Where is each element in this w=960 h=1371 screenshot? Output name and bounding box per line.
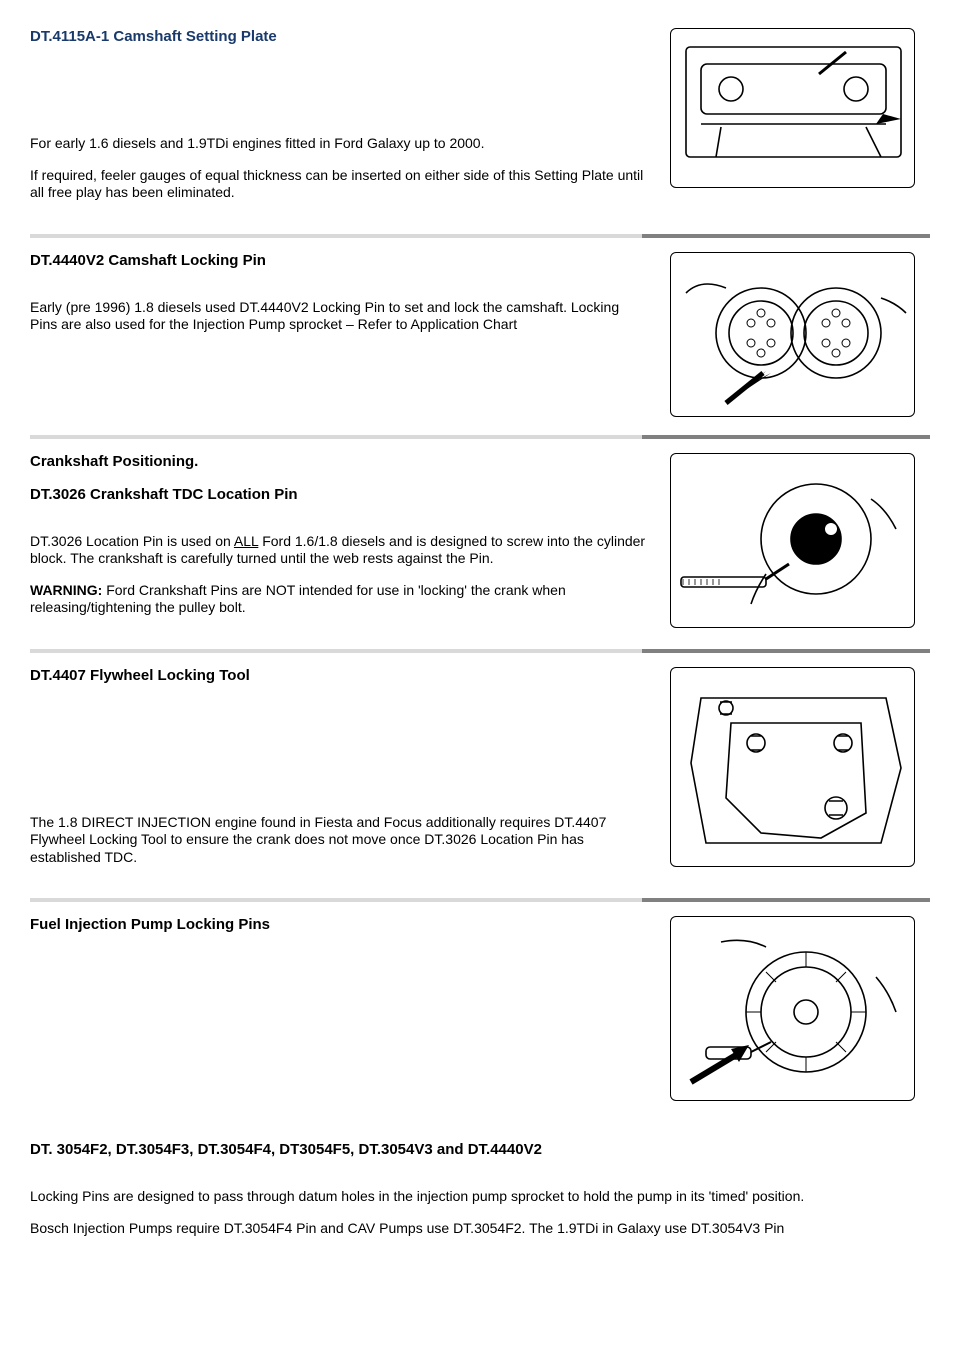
spacer bbox=[30, 51, 650, 121]
spacer bbox=[30, 1101, 930, 1141]
section-title: DT.3026 Crankshaft TDC Location Pin bbox=[30, 486, 650, 503]
section-row: Crankshaft Positioning. DT.3026 Cranksha… bbox=[30, 453, 930, 631]
section-row: Fuel Injection Pump Locking Pins bbox=[30, 916, 930, 1101]
section-title: DT.4407 Flywheel Locking Tool bbox=[30, 667, 650, 684]
warning-text: Ford Crankshaft Pins are NOT intended fo… bbox=[30, 582, 566, 616]
illustration-column bbox=[670, 667, 915, 867]
section-row: DT.4440V2 Camshaft Locking Pin Early (pr… bbox=[30, 252, 930, 417]
body-line-1: DT.3026 Location Pin is used on ALL Ford… bbox=[30, 533, 650, 568]
section-title: DT.4115A-1 Camshaft Setting Plate bbox=[30, 28, 650, 45]
illustration-tdc-pin bbox=[670, 453, 915, 628]
body-warning: WARNING: Ford Crankshaft Pins are NOT in… bbox=[30, 582, 650, 617]
section-camshaft-locking-pin: DT.4440V2 Camshaft Locking Pin Early (pr… bbox=[30, 252, 930, 417]
body-underline: ALL bbox=[234, 533, 258, 549]
illustration-flywheel-tool bbox=[670, 667, 915, 867]
body-line-1: For early 1.6 diesels and 1.9TDi engines… bbox=[30, 135, 650, 153]
text-column: DT.4440V2 Camshaft Locking Pin Early (pr… bbox=[30, 252, 650, 348]
section-subtitle: Crankshaft Positioning. bbox=[30, 453, 650, 470]
warning-label: WARNING: bbox=[30, 582, 102, 598]
body-line-1: Early (pre 1996) 1.8 diesels used DT.444… bbox=[30, 299, 650, 334]
text-column: DT.4115A-1 Camshaft Setting Plate For ea… bbox=[30, 28, 650, 216]
illustration-injection-sprocket bbox=[670, 916, 915, 1101]
spacer bbox=[30, 509, 650, 519]
divider bbox=[30, 898, 930, 902]
section-flywheel-locking-tool: DT.4407 Flywheel Locking Tool The 1.8 DI… bbox=[30, 667, 930, 881]
body-line-1: Locking Pins are designed to pass throug… bbox=[30, 1188, 930, 1206]
spacer bbox=[30, 476, 650, 486]
body-line-2: Bosch Injection Pumps require DT.3054F4 … bbox=[30, 1220, 930, 1238]
divider bbox=[30, 435, 930, 439]
divider bbox=[30, 234, 930, 238]
section-row: DT.4407 Flywheel Locking Tool The 1.8 DI… bbox=[30, 667, 930, 881]
page: DT.4115A-1 Camshaft Setting Plate For ea… bbox=[0, 0, 960, 1295]
body-pre: DT.3026 Location Pin is used on bbox=[30, 533, 234, 549]
body-line-1: The 1.8 DIRECT INJECTION engine found in… bbox=[30, 814, 650, 867]
section-title: Fuel Injection Pump Locking Pins bbox=[30, 916, 650, 933]
illustration-column bbox=[670, 453, 915, 628]
spacer bbox=[30, 760, 650, 800]
illustration-camshaft-plate bbox=[670, 28, 915, 188]
divider bbox=[30, 649, 930, 653]
illustration-column bbox=[670, 28, 915, 188]
illustration-column bbox=[670, 916, 915, 1101]
illustration-column bbox=[670, 252, 915, 417]
section-crankshaft-tdc-pin: Crankshaft Positioning. DT.3026 Cranksha… bbox=[30, 453, 930, 631]
section-subtitle-parts: DT. 3054F2, DT.3054F3, DT.3054F4, DT3054… bbox=[30, 1141, 930, 1158]
section-camshaft-setting-plate: DT.4115A-1 Camshaft Setting Plate For ea… bbox=[30, 28, 930, 216]
text-column: Fuel Injection Pump Locking Pins bbox=[30, 916, 650, 939]
text-column: Crankshaft Positioning. DT.3026 Cranksha… bbox=[30, 453, 650, 631]
body-line-2: If required, feeler gauges of equal thic… bbox=[30, 167, 650, 202]
spacer bbox=[30, 690, 650, 760]
spacer bbox=[30, 1164, 930, 1174]
illustration-locking-pin-sprockets bbox=[670, 252, 915, 417]
section-fuel-injection-pins: Fuel Injection Pump Locking Pins bbox=[30, 916, 930, 1237]
section-row: DT.4115A-1 Camshaft Setting Plate For ea… bbox=[30, 28, 930, 216]
section-title: DT.4440V2 Camshaft Locking Pin bbox=[30, 252, 650, 269]
text-column: DT.4407 Flywheel Locking Tool The 1.8 DI… bbox=[30, 667, 650, 881]
spacer bbox=[30, 275, 650, 285]
